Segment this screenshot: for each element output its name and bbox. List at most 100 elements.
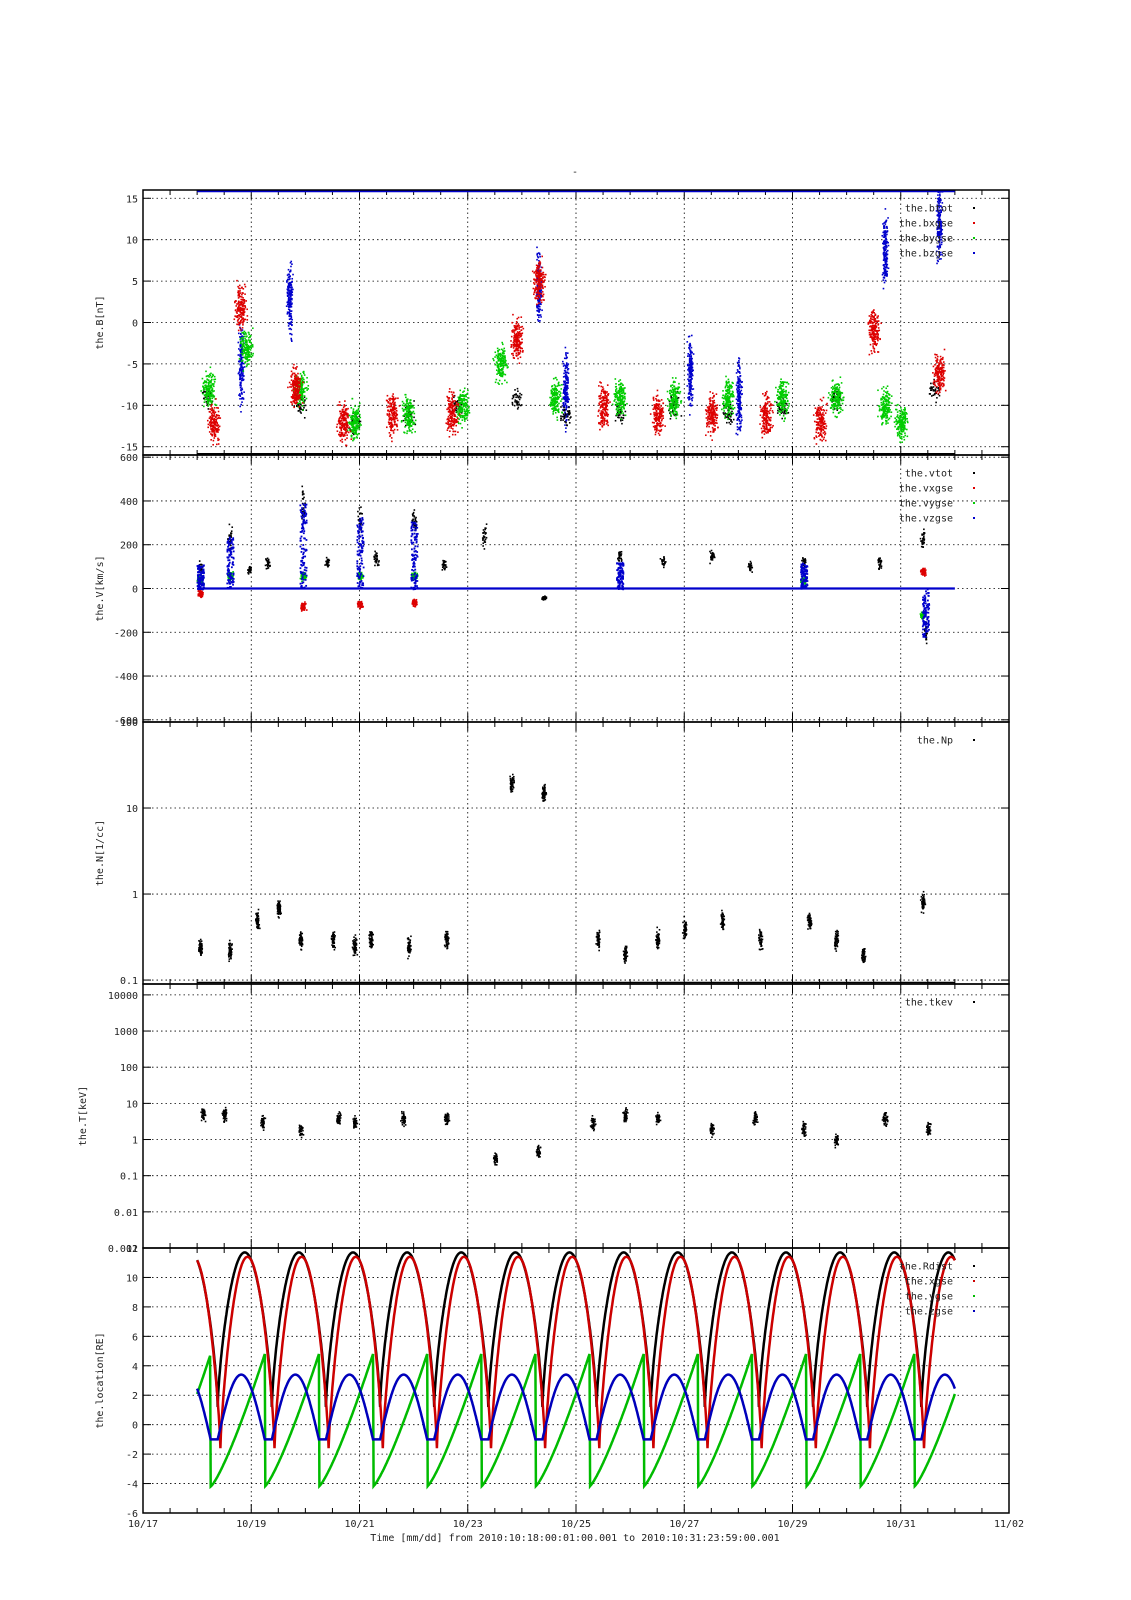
by-point bbox=[498, 383, 500, 385]
bz-point bbox=[737, 379, 740, 382]
bz-point bbox=[691, 396, 694, 399]
by-point bbox=[353, 430, 355, 432]
by-point bbox=[618, 410, 621, 413]
by-point bbox=[887, 397, 890, 399]
bz-point bbox=[882, 231, 885, 234]
bx-point bbox=[212, 426, 215, 428]
bx-point bbox=[217, 426, 220, 429]
by-point bbox=[495, 378, 498, 381]
by-point bbox=[301, 386, 303, 388]
by-point bbox=[782, 395, 785, 397]
bx-point bbox=[237, 310, 239, 312]
by-point bbox=[881, 413, 884, 416]
bz-point bbox=[738, 377, 740, 380]
by-point bbox=[669, 390, 671, 392]
by-point bbox=[623, 387, 625, 390]
by-point bbox=[776, 390, 779, 393]
btot-point bbox=[568, 406, 570, 409]
bz-point bbox=[241, 377, 244, 379]
by-point bbox=[408, 409, 411, 412]
by-point bbox=[407, 403, 410, 406]
btot-point bbox=[402, 419, 405, 422]
by-point bbox=[202, 389, 205, 391]
by-point bbox=[503, 356, 506, 358]
by-point bbox=[243, 335, 246, 338]
btot-point bbox=[515, 402, 518, 404]
by-point bbox=[206, 388, 209, 391]
by-point bbox=[298, 400, 301, 402]
by-point bbox=[620, 409, 622, 412]
bx-point bbox=[297, 380, 300, 383]
by-point bbox=[354, 416, 356, 419]
bz-point bbox=[538, 252, 541, 255]
bz-point bbox=[240, 391, 243, 394]
by-point bbox=[408, 419, 411, 421]
by-point bbox=[672, 401, 674, 403]
btot-point bbox=[567, 411, 570, 414]
by-point bbox=[408, 430, 411, 432]
bz-point bbox=[537, 314, 539, 317]
bz-point bbox=[289, 318, 292, 320]
btot-point bbox=[297, 403, 300, 405]
by-point bbox=[840, 382, 843, 384]
bz-point bbox=[562, 376, 565, 378]
by-point bbox=[833, 387, 835, 390]
by-point bbox=[841, 402, 844, 405]
by-point bbox=[252, 352, 254, 355]
by-point bbox=[553, 404, 555, 407]
bz-point bbox=[536, 258, 538, 261]
btot-point bbox=[519, 396, 522, 399]
bz-point bbox=[288, 285, 291, 287]
by-point bbox=[836, 406, 838, 409]
bz-point bbox=[540, 286, 542, 288]
btot-point bbox=[511, 401, 514, 404]
by-point bbox=[356, 426, 358, 428]
btot-point bbox=[460, 403, 463, 406]
bx-point bbox=[295, 376, 297, 379]
bx-point bbox=[241, 318, 244, 320]
by-point bbox=[899, 412, 902, 415]
by-point bbox=[208, 393, 211, 396]
by-point bbox=[896, 434, 899, 437]
btot-point bbox=[205, 401, 208, 403]
by-point bbox=[457, 409, 460, 411]
by-point bbox=[560, 388, 563, 390]
bz-point bbox=[287, 290, 290, 292]
bz-point bbox=[290, 333, 293, 336]
by-point bbox=[503, 352, 505, 355]
bx-point bbox=[217, 417, 220, 419]
bz-point bbox=[937, 233, 939, 235]
bx-point bbox=[293, 395, 295, 398]
by-point bbox=[782, 383, 785, 386]
bz-point bbox=[689, 404, 691, 407]
bz-point bbox=[563, 390, 565, 392]
by-point bbox=[248, 336, 250, 339]
bz-point bbox=[940, 251, 942, 254]
by-point bbox=[354, 433, 356, 435]
bz-point bbox=[690, 360, 693, 362]
by-point bbox=[555, 409, 557, 411]
by-point bbox=[354, 426, 356, 429]
by-point bbox=[498, 363, 501, 365]
btot-point bbox=[833, 392, 836, 394]
by-point bbox=[553, 398, 556, 400]
by-point bbox=[838, 384, 840, 386]
by-point bbox=[904, 434, 907, 437]
btot-point bbox=[516, 394, 519, 397]
by-point bbox=[885, 398, 888, 401]
by-point bbox=[407, 417, 410, 420]
bz-point bbox=[537, 318, 539, 321]
by-point bbox=[778, 392, 781, 394]
by-point bbox=[200, 390, 202, 392]
bz-point bbox=[240, 362, 243, 365]
bz-point bbox=[938, 251, 940, 253]
bx-point bbox=[217, 424, 220, 426]
by-point bbox=[623, 403, 626, 406]
by-point bbox=[725, 406, 727, 409]
bz-point bbox=[938, 258, 941, 260]
by-point bbox=[786, 381, 789, 384]
btot-point bbox=[511, 397, 514, 400]
bz-point bbox=[737, 387, 740, 389]
by-point bbox=[898, 415, 901, 417]
bz-point bbox=[884, 258, 886, 261]
